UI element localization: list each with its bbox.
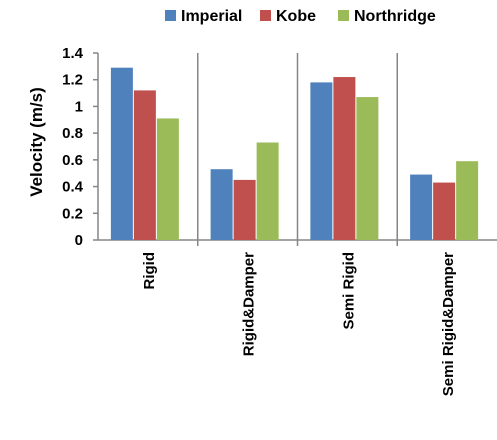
legend: Imperial Kobe Northridge bbox=[165, 8, 436, 25]
bar-northridge-3 bbox=[356, 97, 379, 240]
legend-swatch-imperial bbox=[165, 10, 176, 21]
bars bbox=[110, 67, 479, 241]
x-tick-label: Semi Rigid&Damper bbox=[440, 252, 457, 396]
y-tick-label: 0.6 bbox=[62, 152, 83, 169]
legend-label-imperial: Imperial bbox=[181, 8, 242, 25]
y-tick-label: 1 bbox=[75, 98, 83, 115]
x-tick-label: Semi Rigid bbox=[340, 252, 357, 330]
axes: 0 0.2 0.4 0.6 0.8 1 1.2 1.4 Rigid Rigid&Damper Sem… bbox=[62, 45, 497, 396]
bar-imperial-1 bbox=[110, 67, 133, 240]
y-tick-label: 0.4 bbox=[62, 179, 84, 196]
x-tick-label: Rigid&Damper bbox=[241, 252, 258, 356]
bar-imperial-4 bbox=[410, 174, 433, 240]
legend-swatch-northridge bbox=[338, 10, 349, 21]
bar-kobe-3 bbox=[333, 77, 356, 241]
bar-kobe-2 bbox=[233, 179, 256, 240]
bar-kobe-4 bbox=[433, 182, 456, 240]
legend-swatch-kobe bbox=[260, 10, 271, 21]
bar-northridge-4 bbox=[456, 161, 479, 240]
legend-label-kobe: Kobe bbox=[276, 8, 316, 25]
bar-imperial-2 bbox=[210, 169, 233, 240]
bar-imperial-3 bbox=[310, 82, 333, 240]
y-tick-label: 1.4 bbox=[62, 45, 84, 62]
y-tick-label: 0.2 bbox=[62, 205, 83, 222]
y-tick-label: 0 bbox=[75, 232, 83, 249]
bar-kobe-1 bbox=[133, 90, 156, 241]
bar-northridge-1 bbox=[156, 118, 179, 240]
y-tick-label: 0.8 bbox=[62, 125, 83, 142]
bar-northridge-2 bbox=[256, 142, 279, 240]
y-axis-title: Velocity (m/s) bbox=[27, 87, 46, 197]
y-tick-label: 1.2 bbox=[62, 72, 83, 89]
x-tick-label: Rigid bbox=[141, 252, 158, 290]
legend-label-northridge: Northridge bbox=[354, 8, 436, 25]
